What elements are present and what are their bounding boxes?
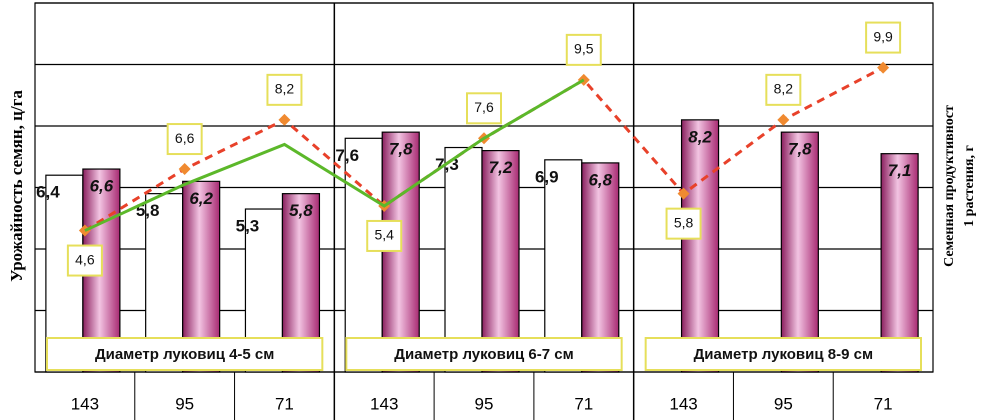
label-box (66, 244, 103, 277)
group-label: Диаметр луковиц 4-5 см (95, 346, 274, 363)
x-tick-label: 95 (175, 394, 194, 413)
data-label: 9,9 (873, 28, 893, 44)
label-box (665, 207, 702, 240)
data-label: 7,6 (474, 99, 494, 115)
data-label: 4,6 (75, 251, 95, 267)
x-tick-label: 71 (574, 394, 593, 413)
bar (444, 146, 483, 373)
y2-axis-title: Семенная продуктивност (942, 105, 957, 267)
marker (178, 163, 191, 176)
marker (278, 113, 291, 126)
bar (344, 137, 383, 373)
label-box (765, 73, 802, 106)
bar (880, 153, 919, 373)
group-box (644, 337, 923, 371)
data-label: 5,3 (236, 217, 260, 236)
data-label: 8,2 (774, 81, 794, 97)
data-label: 8,2 (688, 127, 712, 146)
data-label: 7,2 (489, 158, 513, 177)
x-tick-label: 71 (874, 394, 893, 413)
marker (777, 113, 790, 126)
group-box (46, 337, 324, 371)
data-label: 6,4 (36, 183, 60, 202)
data-label: 7,6 (335, 146, 359, 165)
marker (877, 61, 890, 74)
bar (680, 119, 720, 373)
data-label: 5,4 (374, 227, 394, 243)
data-label: 7,1 (888, 161, 912, 180)
label-box (466, 92, 502, 125)
label-box (266, 73, 303, 106)
x-tick-label: 143 (669, 394, 697, 413)
data-label: 5,8 (674, 214, 694, 230)
marker (677, 187, 690, 200)
data-label: 6,6 (90, 177, 114, 196)
y2-axis-title: 1 растения, г (962, 145, 977, 227)
x-tick-label: 95 (774, 394, 793, 413)
group-box (345, 337, 623, 371)
group-label: Диаметр луковиц 6-7 см (394, 346, 573, 363)
bar (481, 150, 520, 373)
label-box (366, 219, 403, 252)
label-box (565, 33, 602, 66)
x-tick-label: 143 (71, 394, 99, 413)
x-tick-label: 71 (275, 394, 294, 413)
label-box (865, 21, 902, 54)
y-axis-title: Урожайность семян, ц/га (7, 90, 26, 282)
bar (381, 131, 420, 373)
data-label: 6,8 (588, 170, 612, 189)
data-label: 9,5 (574, 41, 594, 57)
group-label: Диаметр луковиц 8-9 см (694, 346, 873, 363)
line (84, 78, 585, 232)
x-tick-label: 143 (370, 394, 398, 413)
data-label: 7,8 (389, 140, 413, 159)
data-label: 6,9 (535, 167, 559, 186)
label-box (166, 123, 203, 156)
data-label: 8,2 (275, 81, 295, 97)
data-label: 6,2 (189, 189, 213, 208)
data-label: 6,6 (175, 130, 195, 146)
bar (780, 131, 819, 373)
data-label: 7,8 (788, 140, 812, 159)
bar (544, 159, 583, 373)
x-tick-label: 95 (475, 394, 494, 413)
data-label: 5,8 (289, 201, 313, 220)
